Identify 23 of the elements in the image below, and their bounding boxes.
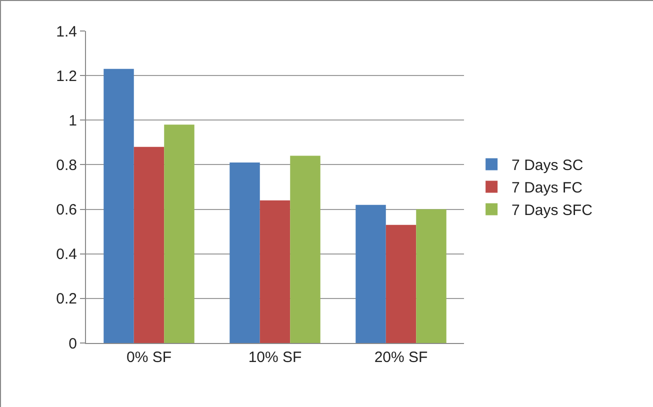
y-tick-label: 0.2: [56, 290, 77, 308]
x-tick-label: 10% SF: [248, 349, 302, 366]
bar: [134, 146, 164, 343]
bar: [416, 209, 446, 343]
y-tick-label: 0.8: [56, 156, 77, 174]
bar: [230, 162, 260, 343]
bar: [386, 224, 416, 343]
bar: [290, 156, 320, 343]
x-tick-label: 20% SF: [374, 349, 428, 366]
y-tick-label: 0: [68, 335, 77, 352]
bar: [356, 204, 386, 343]
y-tick-label: 1.2: [56, 68, 77, 85]
bar: [104, 68, 134, 343]
bar: [164, 124, 194, 343]
y-tick-label: 0.6: [56, 202, 77, 219]
legend-label: 7 Days SFC: [512, 202, 593, 220]
y-tick-label: 0.4: [56, 246, 77, 264]
y-tick-label: 1.4: [56, 23, 77, 40]
legend-label: 7 Days FC: [512, 180, 583, 197]
bar: [260, 200, 290, 343]
legend-label: 7 Days SC: [512, 157, 584, 174]
x-tick-label: 0% SF: [126, 349, 172, 366]
y-tick-label: 1: [68, 112, 77, 130]
